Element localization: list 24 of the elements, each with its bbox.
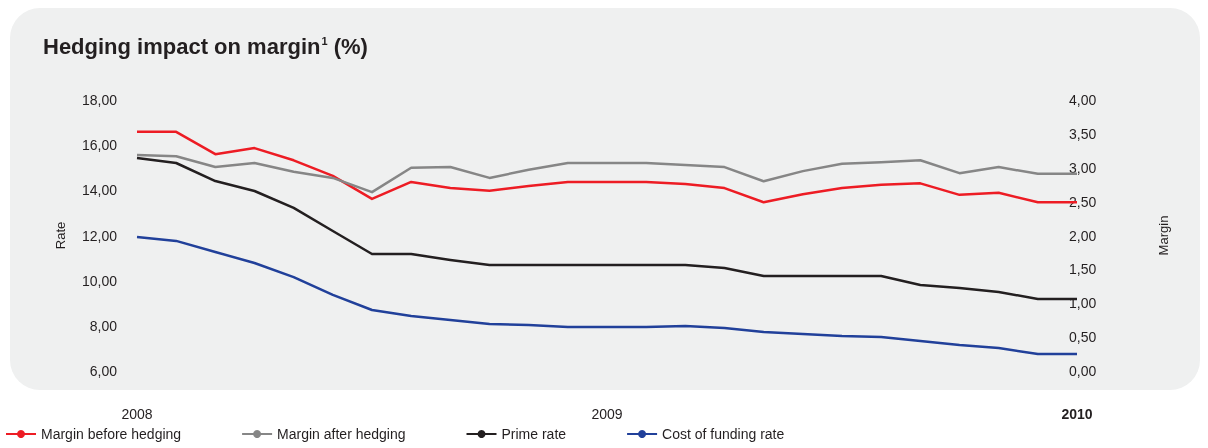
x-tick-label: 2009 xyxy=(591,406,623,422)
legend-label: Prime rate xyxy=(501,426,567,442)
x-tick-label: 2008 xyxy=(121,406,153,422)
x-tick-label: 2010 xyxy=(1061,406,1093,422)
y2-tick-label: 2,50 xyxy=(1069,193,1097,210)
y2-axis-title: Margin xyxy=(1156,215,1171,256)
legend-label: Margin before hedging xyxy=(41,426,182,442)
y2-tick-label: 1,50 xyxy=(1069,261,1097,278)
y-axis-title: Rate xyxy=(53,221,68,250)
y-tick-label: 12,00 xyxy=(81,227,118,244)
y2-tick-label: 3,50 xyxy=(1069,125,1097,142)
legend-label: Cost of funding rate xyxy=(662,426,785,442)
y-tick-label: 8,00 xyxy=(89,317,118,334)
y-tick-label: 14,00 xyxy=(81,182,118,199)
y-tick-label: 18,00 xyxy=(81,92,118,108)
legend-label: Margin after hedging xyxy=(277,426,406,442)
y2-tick-label: 0,00 xyxy=(1069,363,1097,379)
y2-tick-label: 2,00 xyxy=(1069,227,1097,244)
y-tick-label: 6,00 xyxy=(89,363,118,379)
y-tick-label: 10,00 xyxy=(81,272,118,289)
y2-tick-label: 4,00 xyxy=(1069,92,1097,108)
y2-tick-label: 3,00 xyxy=(1069,159,1097,176)
y-tick-label: 16,00 xyxy=(81,137,118,154)
y2-tick-label: 0,50 xyxy=(1069,329,1097,346)
